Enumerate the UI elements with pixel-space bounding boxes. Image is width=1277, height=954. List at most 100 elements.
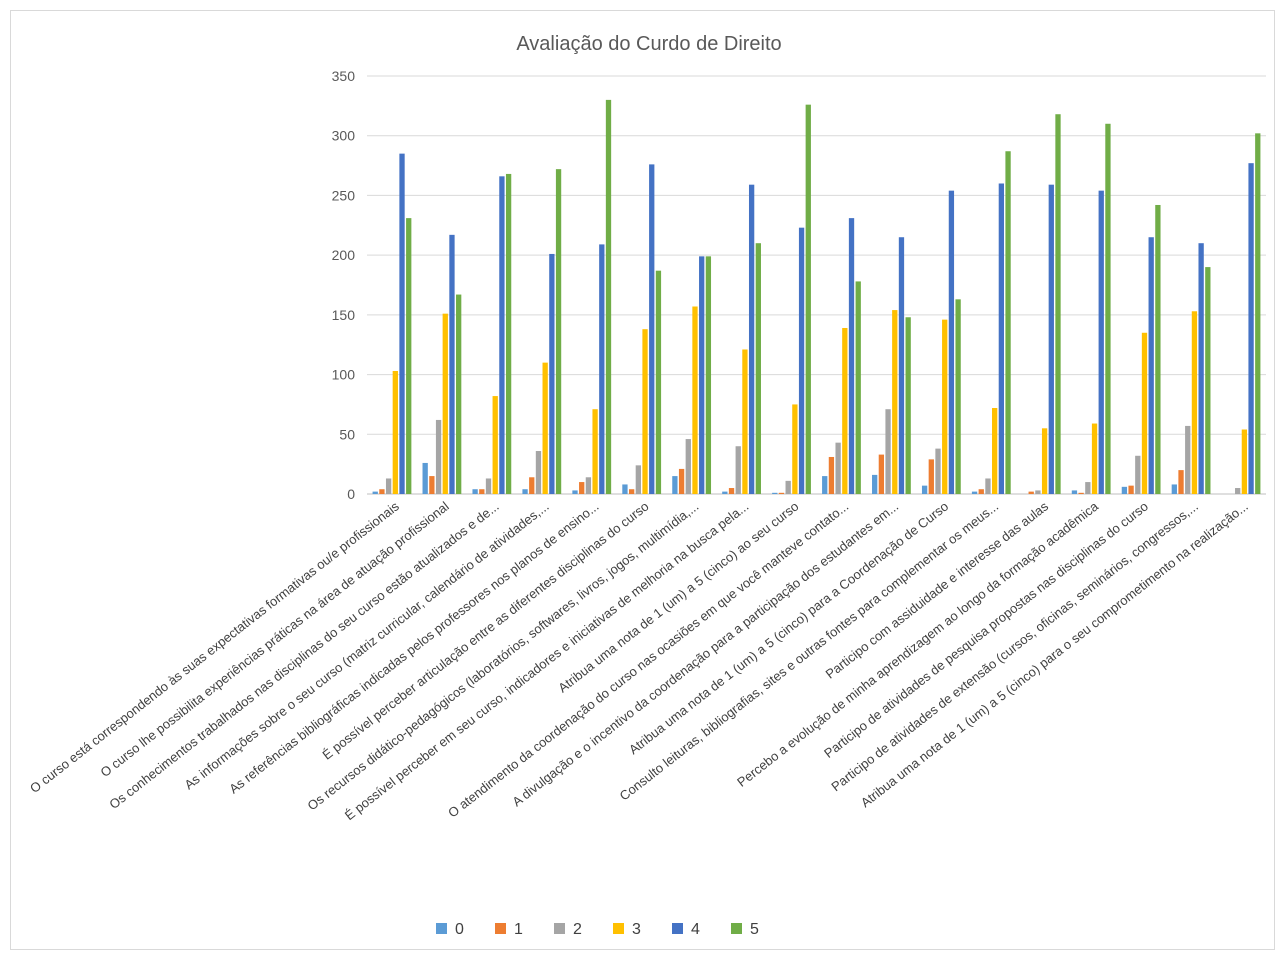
bar-series-3-cat-7 bbox=[692, 306, 698, 494]
bar-series-0-cat-13 bbox=[971, 491, 978, 494]
legend-label-0: 0 bbox=[455, 921, 464, 938]
legend-label-5: 5 bbox=[750, 921, 759, 938]
legend: 0 1 2 3 4 5 bbox=[436, 921, 759, 938]
y-tick-label: 100 bbox=[332, 367, 356, 383]
y-tick-label: 250 bbox=[332, 187, 356, 203]
bar-series-1-cat-9 bbox=[778, 492, 785, 494]
bar-series-0-cat-3 bbox=[472, 489, 478, 494]
bar-series-3-cat-11 bbox=[892, 310, 898, 494]
chart-area: Avaliação do Curdo de Direito 0 50 100 150 2… bbox=[10, 10, 1275, 950]
bar-series-2-cat-17 bbox=[1185, 425, 1191, 494]
bar-series-0-cat-15 bbox=[1071, 490, 1078, 494]
bar-series-5-cat-15 bbox=[1105, 123, 1111, 495]
bar-series-0-cat-12 bbox=[921, 485, 928, 494]
bar-series-2-cat-11 bbox=[885, 409, 891, 494]
bar-series-0-cat-9 bbox=[772, 492, 778, 494]
bar-series-4-cat-1 bbox=[399, 153, 405, 494]
bar-series-4-cat-17 bbox=[1198, 243, 1204, 494]
category-label: É possível perceber articulação entre as… bbox=[319, 499, 651, 763]
bar-series-1-cat-8 bbox=[728, 488, 735, 494]
bar-series-1-cat-15 bbox=[1078, 492, 1084, 494]
bar-series-4-cat-2 bbox=[449, 234, 455, 494]
bar-series-3-cat-8 bbox=[742, 349, 748, 494]
bars bbox=[372, 99, 1261, 495]
bar-series-4-cat-13 bbox=[998, 183, 1005, 495]
bar-series-0-cat-1 bbox=[372, 491, 378, 494]
bar-series-3-cat-3 bbox=[492, 396, 498, 494]
bar-series-0-cat-2 bbox=[422, 462, 428, 494]
bar-series-5-cat-14 bbox=[1055, 114, 1061, 494]
bar-series-3-cat-9 bbox=[792, 404, 798, 494]
bar-series-2-cat-8 bbox=[735, 446, 741, 494]
bar-series-1-cat-16 bbox=[1128, 485, 1134, 494]
bar-series-1-cat-1 bbox=[379, 489, 385, 494]
bar-series-0-cat-4 bbox=[522, 489, 528, 494]
y-axis-ticks: 0 50 100 150 200 250 300 350 bbox=[332, 68, 356, 502]
y-tick-label: 150 bbox=[332, 307, 356, 323]
bar-series-5-cat-8 bbox=[755, 243, 761, 494]
bar-series-5-cat-18 bbox=[1255, 133, 1261, 494]
bar-series-4-cat-14 bbox=[1048, 184, 1054, 494]
bar-series-4-cat-18 bbox=[1248, 163, 1254, 494]
bar-series-3-cat-6 bbox=[642, 329, 648, 494]
bar-series-1-cat-10 bbox=[828, 456, 835, 494]
bar-series-1-cat-6 bbox=[628, 489, 635, 494]
bar-series-1-cat-2 bbox=[429, 476, 435, 494]
legend-label-4: 4 bbox=[691, 921, 700, 938]
legend-swatch-3 bbox=[613, 923, 624, 934]
bar-series-5-cat-17 bbox=[1205, 267, 1211, 494]
bar-series-3-cat-14 bbox=[1041, 428, 1048, 494]
bar-series-0-cat-5 bbox=[572, 490, 578, 494]
bar-series-3-cat-1 bbox=[392, 370, 398, 494]
category-labels: O curso está correspondendo às suas expe… bbox=[27, 498, 1251, 823]
bar-series-5-cat-11 bbox=[905, 317, 911, 494]
legend-label-1: 1 bbox=[514, 921, 523, 938]
legend-swatch-5 bbox=[731, 923, 742, 934]
bar-series-3-cat-10 bbox=[842, 327, 848, 494]
chart-title: Avaliação do Curdo de Direito bbox=[516, 33, 781, 55]
bar-series-2-cat-9 bbox=[785, 480, 791, 494]
bar-series-3-cat-13 bbox=[992, 408, 998, 494]
bar-series-5-cat-7 bbox=[705, 256, 712, 494]
bar-series-0-cat-8 bbox=[722, 491, 728, 494]
bar-series-5-cat-1 bbox=[406, 218, 412, 494]
bar-series-5-cat-6 bbox=[655, 270, 662, 494]
bar-series-0-cat-11 bbox=[872, 474, 878, 494]
bar-series-1-cat-11 bbox=[878, 454, 885, 494]
legend-swatch-0 bbox=[436, 923, 447, 934]
bar-series-2-cat-16 bbox=[1135, 455, 1141, 494]
bar-series-2-cat-4 bbox=[535, 451, 542, 494]
bar-series-1-cat-7 bbox=[678, 468, 685, 494]
bar-series-3-cat-2 bbox=[442, 313, 448, 494]
bar-series-4-cat-10 bbox=[848, 218, 855, 494]
bar-series-5-cat-10 bbox=[855, 281, 861, 494]
bar-series-4-cat-9 bbox=[798, 227, 805, 495]
bar-series-1-cat-17 bbox=[1178, 470, 1184, 494]
y-tick-label: 0 bbox=[347, 486, 355, 502]
category-label: As informações sobre o seu curso (matriz… bbox=[181, 499, 551, 793]
bar-series-3-cat-12 bbox=[942, 319, 948, 494]
bar-series-1-cat-3 bbox=[479, 489, 485, 494]
legend-label-3: 3 bbox=[632, 921, 641, 938]
bar-series-1-cat-13 bbox=[978, 489, 984, 494]
bar-series-5-cat-13 bbox=[1005, 151, 1011, 495]
bar-series-2-cat-1 bbox=[385, 478, 392, 494]
legend-label-2: 2 bbox=[573, 921, 582, 938]
legend-swatch-2 bbox=[554, 923, 565, 934]
bar-series-0-cat-16 bbox=[1121, 486, 1128, 494]
bar-series-2-cat-13 bbox=[985, 478, 991, 494]
category-label: Participo de atividades de pesquisa prop… bbox=[821, 499, 1151, 761]
bar-series-4-cat-6 bbox=[649, 164, 655, 494]
bar-series-2-cat-14 bbox=[1035, 490, 1041, 494]
bar-series-5-cat-12 bbox=[955, 299, 961, 494]
bar-series-5-cat-5 bbox=[605, 99, 612, 494]
bar-series-1-cat-12 bbox=[928, 459, 934, 494]
bar-series-5-cat-3 bbox=[505, 173, 512, 494]
bar-series-4-cat-5 bbox=[599, 244, 605, 494]
bar-series-2-cat-5 bbox=[585, 477, 592, 494]
legend-swatch-4 bbox=[672, 923, 683, 934]
bar-series-0-cat-17 bbox=[1171, 484, 1177, 494]
bar-series-2-cat-15 bbox=[1085, 482, 1091, 494]
gridlines bbox=[367, 75, 1266, 495]
y-tick-label: 50 bbox=[339, 426, 355, 442]
